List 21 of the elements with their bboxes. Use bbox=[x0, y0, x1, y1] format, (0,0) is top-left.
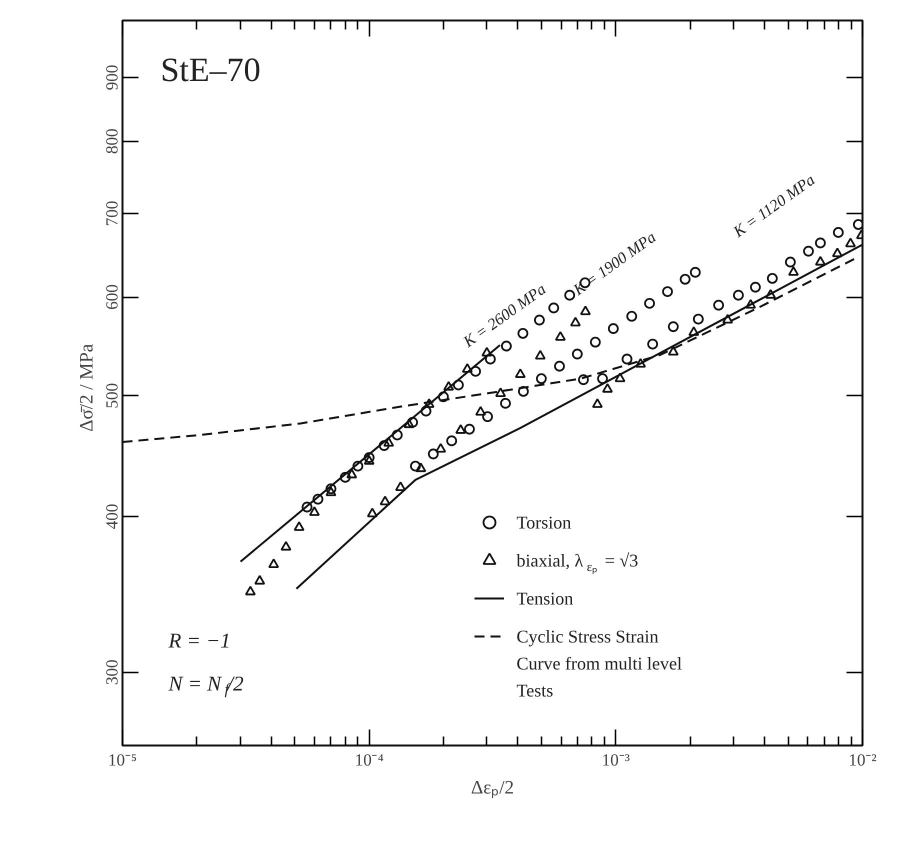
x-tick-label: 10⁻⁴ bbox=[354, 750, 384, 770]
legend-label: Torsion bbox=[516, 512, 572, 532]
x-axis-title: Δεₚ/2 bbox=[471, 778, 514, 798]
y-tick-label: 900 bbox=[102, 64, 122, 90]
x-tick-label: 10⁻⁵ bbox=[108, 750, 138, 770]
y-tick-label: 700 bbox=[102, 200, 122, 226]
x-tick-label: 10⁻² bbox=[848, 750, 877, 770]
annotation: K = 1900 MPa bbox=[570, 228, 660, 300]
y-tick-label: 300 bbox=[102, 659, 122, 685]
annotation: StE–70 bbox=[160, 52, 261, 89]
annotation: K = 1120 MPa bbox=[730, 172, 818, 242]
legend-label: Cyclic Stress Strain Curve from multi level Tests bbox=[516, 626, 682, 700]
y-tick-label: 400 bbox=[102, 504, 122, 530]
x-tick-label: 10⁻³ bbox=[602, 750, 630, 770]
y-tick-label: 800 bbox=[102, 128, 122, 154]
annotation: K = 2600 MPa bbox=[460, 280, 550, 352]
annotation: R = −1 bbox=[168, 628, 231, 652]
legend-label: Tension bbox=[516, 588, 574, 608]
y-tick-label: 500 bbox=[102, 382, 122, 408]
y-tick-label: 600 bbox=[102, 284, 122, 310]
y-axis-title: Δσ̄/2 / MPa bbox=[76, 343, 98, 432]
